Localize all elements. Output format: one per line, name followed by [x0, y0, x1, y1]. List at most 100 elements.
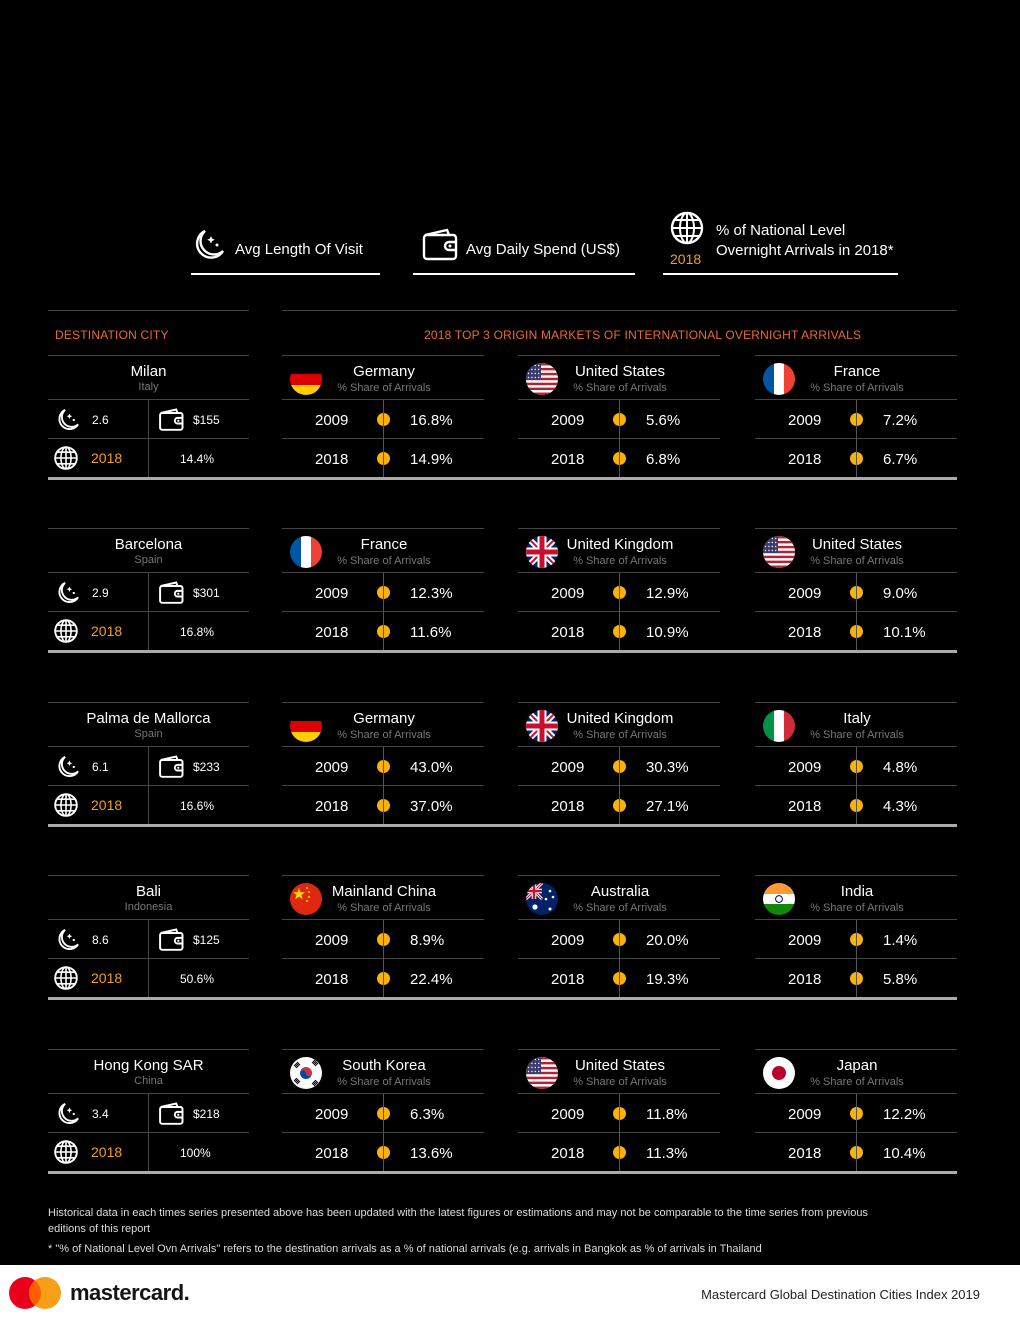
france-flag-icon — [763, 363, 795, 395]
market-name: Germany — [353, 363, 415, 380]
market-share-label: % Share of Arrivals — [573, 382, 667, 394]
year-2009-label: 2009 — [788, 759, 822, 776]
destination-row: Palma de Mallorca Spain 6.1 $233 2018 16.6% Ge… — [0, 702, 1020, 827]
year-2009-label: 2009 — [315, 585, 349, 602]
origin-market: Germany % Share of Arrivals 2009 16.8% 2018 1… — [282, 355, 484, 477]
korea-flag-icon — [290, 1057, 322, 1089]
share-2018-value: 37.0% — [410, 798, 453, 815]
moon-stars-icon — [58, 582, 79, 604]
city-header: Palma de Mallorca Spain — [48, 702, 249, 747]
national-share-value: 16.8% — [180, 625, 215, 639]
market-header: Australia % Share of Arrivals — [518, 875, 720, 920]
city-block: Hong Kong SAR China 3.4 $218 2018 100% — [48, 1049, 249, 1171]
market-header: Germany % Share of Arrivals — [282, 702, 484, 747]
national-year: 2018 — [91, 623, 123, 639]
share-2009-value: 5.6% — [646, 412, 681, 429]
share-2018-value: 11.3% — [646, 1145, 688, 1162]
wallet-icon — [159, 755, 184, 778]
share-2009-value: 12.2% — [883, 1106, 926, 1123]
moon-stars-icon — [58, 756, 79, 778]
moon-stars-icon — [195, 229, 225, 259]
national-share-value: 100% — [180, 1146, 211, 1160]
share-2009-value: 43.0% — [410, 759, 453, 776]
share-2009-value: 1.4% — [883, 932, 918, 949]
market-2018-row: 2018 6.7% — [755, 439, 957, 477]
year-2018-label: 2018 — [788, 624, 822, 641]
city-name: Palma de Mallorca — [86, 710, 211, 727]
city-country: Italy — [138, 381, 159, 393]
mastercard-logo-icon — [9, 1277, 61, 1309]
share-2009-value: 4.8% — [883, 759, 918, 776]
market-header: India % Share of Arrivals — [755, 875, 957, 920]
market-share-label: % Share of Arrivals — [573, 729, 667, 741]
market-name: United States — [574, 363, 666, 380]
market-share-label: % Share of Arrivals — [337, 729, 431, 741]
market-2018-row: 2018 11.6% — [282, 612, 484, 650]
destination-row: Barcelona Spain 2.9 $301 2018 16.8% France % Sh… — [0, 528, 1020, 653]
year-2018-label: 2018 — [788, 1145, 822, 1162]
origin-market: Australia % Share of Arrivals 2009 20.0% 201… — [518, 875, 720, 997]
origin-market: India % Share of Arrivals 2009 1.4% 2018 5.8% — [755, 875, 957, 997]
year-2009-label: 2009 — [788, 412, 822, 429]
legend-avg-spend: Avg Daily Spend (US$) — [413, 205, 635, 275]
origin-market: United States % Share of Arrivals 2009 5.6%… — [518, 355, 720, 477]
share-2009-value: 12.9% — [646, 585, 689, 602]
year-2009-label: 2009 — [315, 1106, 349, 1123]
market-share-label: % Share of Arrivals — [573, 555, 667, 567]
market-2018-row: 2018 10.9% — [518, 612, 720, 650]
year-2009-label: 2009 — [551, 585, 585, 602]
market-2018-row: 2018 10.4% — [755, 1133, 957, 1171]
market-header: South Korea % Share of Arrivals — [282, 1049, 484, 1094]
note-historical: Historical data in each times series pre… — [48, 1207, 868, 1235]
germany-flag-icon — [290, 710, 322, 742]
share-2009-value: 30.3% — [646, 759, 689, 776]
year-2009-label: 2009 — [788, 932, 822, 949]
year-2018-label: 2018 — [788, 971, 822, 988]
footer-title: Mastercard Global Destination Cities Ind… — [701, 1287, 980, 1302]
legend-avg-spend-label: Avg Daily Spend (US$) — [466, 241, 620, 258]
market-name: United States — [811, 536, 903, 553]
market-name: Germany — [353, 710, 415, 727]
france-flag-icon — [290, 536, 322, 568]
city-block: Barcelona Spain 2.9 $301 2018 16.8% — [48, 528, 249, 650]
market-share-label: % Share of Arrivals — [810, 555, 904, 567]
national-year: 2018 — [91, 970, 123, 986]
year-2009-label: 2009 — [551, 1106, 585, 1123]
market-name: France — [833, 363, 881, 380]
usa-flag-icon — [763, 536, 795, 568]
market-header: United States % Share of Arrivals — [518, 355, 720, 400]
year-2018-label: 2018 — [315, 971, 349, 988]
origin-market: Italy % Share of Arrivals 2009 4.8% 2018 4.3% — [755, 702, 957, 824]
avg-length-value: 3.4 — [92, 1107, 109, 1121]
share-2018-value: 5.8% — [883, 971, 918, 988]
share-2018-value: 6.8% — [646, 451, 681, 468]
avg-spend-value: $125 — [193, 933, 220, 947]
city-national-row: 2018 14.4% — [48, 439, 249, 477]
legend-national-line2: Overnight Arrivals in 2018* — [716, 242, 894, 259]
avg-length-value: 2.9 — [92, 586, 109, 600]
market-header: Mainland China % Share of Arrivals — [282, 875, 484, 920]
japan-flag-icon — [763, 1057, 795, 1089]
legend-avg-length-label: Avg Length Of Visit — [235, 241, 363, 258]
year-2009-label: 2009 — [788, 1106, 822, 1123]
market-share-label: % Share of Arrivals — [573, 1076, 667, 1088]
market-2018-row: 2018 10.1% — [755, 612, 957, 650]
share-2009-value: 9.0% — [883, 585, 918, 602]
moon-stars-icon — [58, 1103, 79, 1125]
national-year: 2018 — [91, 1144, 123, 1160]
share-2018-value: 11.6% — [410, 624, 452, 641]
destination-row: Hong Kong SAR China 3.4 $218 2018 100% South K… — [0, 1049, 1020, 1174]
market-2018-row: 2018 6.8% — [518, 439, 720, 477]
germany-flag-icon — [290, 363, 322, 395]
city-country: Spain — [134, 728, 163, 740]
market-2009-row: 2009 20.0% — [518, 920, 720, 959]
origin-market: France % Share of Arrivals 2009 7.2% 2018 6.7… — [755, 355, 957, 477]
wallet-icon — [159, 928, 184, 951]
mastercard-wordmark: mastercard. — [70, 1280, 190, 1305]
market-header: United States % Share of Arrivals — [518, 1049, 720, 1094]
legend-year: 2018 — [670, 251, 702, 267]
origin-market: Mainland China % Share of Arrivals 2009 8.9… — [282, 875, 484, 997]
market-share-label: % Share of Arrivals — [337, 902, 431, 914]
year-2018-label: 2018 — [315, 798, 349, 815]
market-2018-row: 2018 22.4% — [282, 959, 484, 997]
